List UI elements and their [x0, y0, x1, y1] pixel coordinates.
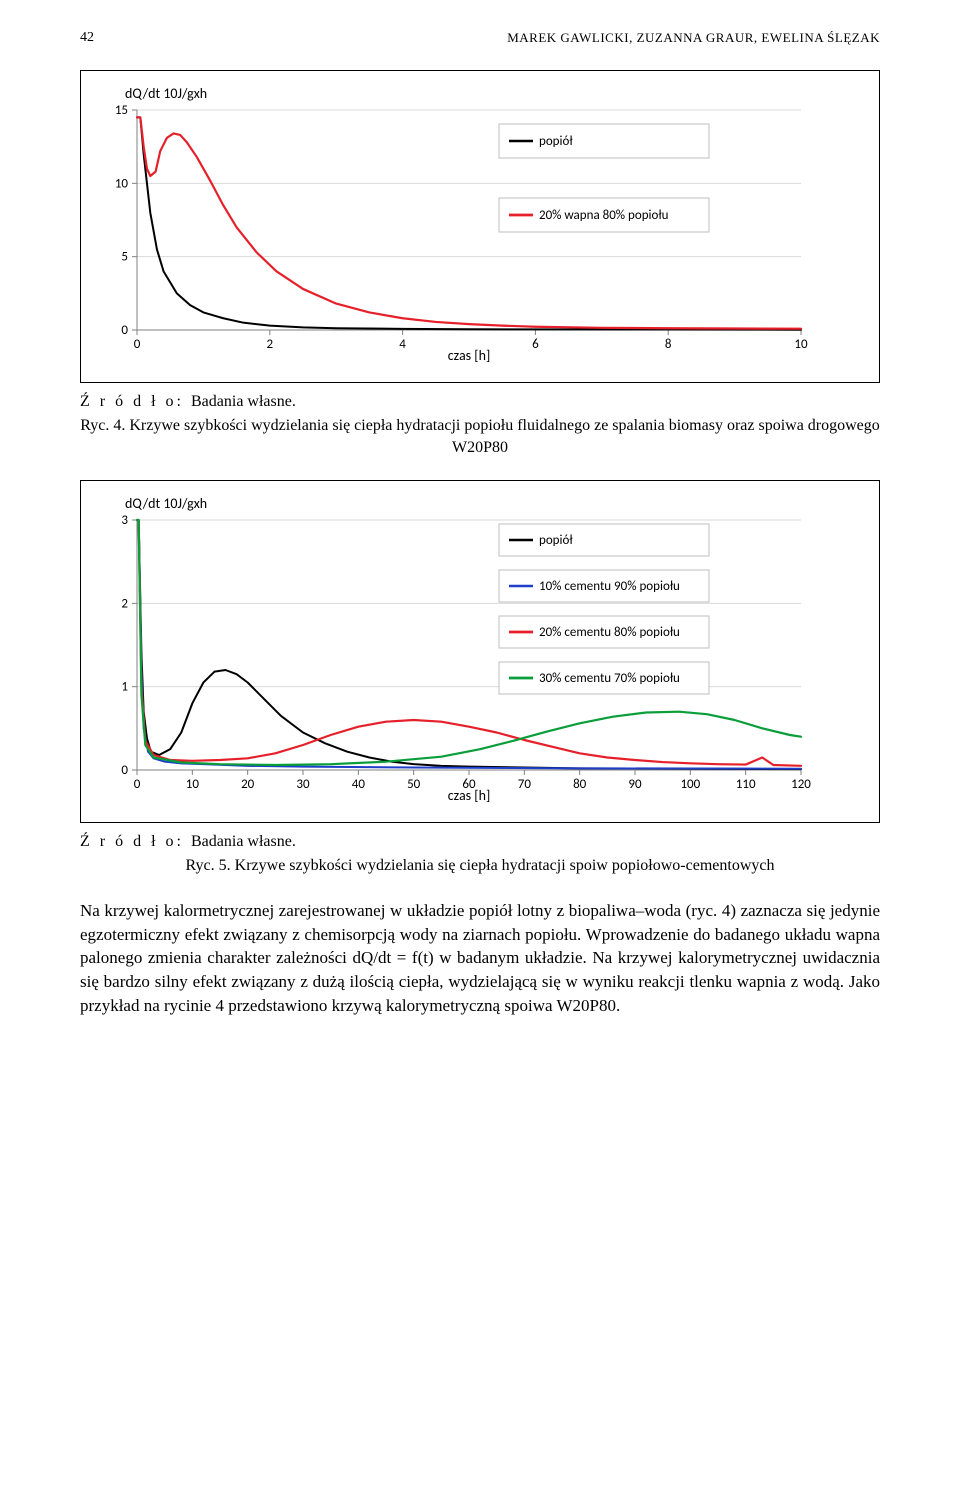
- svg-text:3: 3: [121, 514, 128, 528]
- chart1-y-label: dQ/dt 10J/gxh: [125, 85, 861, 102]
- svg-text:20% cementu 80% popiołu: 20% cementu 80% popiołu: [539, 625, 680, 640]
- chart2-caption: Ryc. 5. Krzywe szybkości wydzielania się…: [80, 855, 880, 877]
- svg-text:0: 0: [134, 777, 141, 792]
- authors: MAREK GAWLICKI, ZUZANNA GRAUR, EWELINA Ś…: [507, 30, 880, 46]
- page-header: 42 MAREK GAWLICKI, ZUZANNA GRAUR, EWELIN…: [80, 30, 880, 46]
- svg-text:50: 50: [407, 777, 421, 792]
- svg-text:10: 10: [794, 337, 808, 352]
- svg-text:90: 90: [628, 777, 642, 792]
- svg-text:2: 2: [267, 337, 274, 352]
- chart2-svg: 01020304050607080901001101200123czas [h]…: [99, 514, 819, 804]
- svg-text:20: 20: [241, 777, 255, 792]
- svg-text:0: 0: [121, 323, 128, 338]
- svg-text:czas [h]: czas [h]: [448, 347, 491, 364]
- svg-text:80: 80: [573, 777, 587, 792]
- caption2-text: Krzywe szybkości wydzielania się ciepła …: [235, 857, 775, 874]
- svg-text:0: 0: [134, 337, 141, 352]
- svg-text:10: 10: [186, 777, 200, 792]
- svg-text:110: 110: [736, 777, 756, 792]
- chart1-source: Ź r ó d ł o: Badania własne.: [80, 393, 880, 411]
- caption1-prefix: Ryc. 4.: [80, 417, 125, 434]
- svg-text:8: 8: [665, 337, 672, 352]
- svg-text:40: 40: [352, 777, 366, 792]
- chart1-svg: 0 2 4 6 8 10 0 5 10 15 czas [h] popiół 20% wapna 80%…: [99, 104, 819, 364]
- svg-text:1: 1: [121, 680, 128, 695]
- chart1-container: dQ/dt 10J/gxh 0 2 4 6 8 10 0 5 10 15 czas [h] popió…: [80, 70, 880, 383]
- svg-text:popiół: popiół: [539, 533, 573, 548]
- page-number: 42: [80, 30, 94, 46]
- svg-text:0: 0: [121, 763, 128, 778]
- svg-text:6: 6: [532, 337, 539, 352]
- svg-text:30: 30: [296, 777, 310, 792]
- chart1-caption: Ryc. 4. Krzywe szybkości wydzielania się…: [80, 415, 880, 458]
- svg-text:10% cementu 90% popiołu: 10% cementu 90% popiołu: [539, 579, 680, 594]
- svg-text:czas [h]: czas [h]: [448, 787, 491, 804]
- svg-text:2: 2: [121, 597, 128, 612]
- svg-text:70: 70: [518, 777, 532, 792]
- svg-text:15: 15: [115, 104, 128, 118]
- caption2-prefix: Ryc. 5.: [186, 857, 231, 874]
- svg-text:30% cementu 70% popiołu: 30% cementu 70% popiołu: [539, 671, 680, 686]
- svg-text:popiół: popiół: [539, 134, 573, 149]
- chart2-source: Ź r ó d ł o: Badania własne.: [80, 833, 880, 851]
- svg-text:100: 100: [680, 777, 700, 792]
- svg-text:10: 10: [115, 176, 129, 191]
- svg-text:4: 4: [399, 337, 406, 352]
- svg-text:5: 5: [121, 250, 128, 265]
- body-paragraph: Na krzywej kalormetrycznej zarejestrowan…: [80, 899, 880, 1018]
- chart2-container: dQ/dt 10J/gxh 01020304050607080901001101…: [80, 480, 880, 823]
- caption1-text: Krzywe szybkości wydzielania się ciepła …: [129, 417, 879, 456]
- svg-text:120: 120: [791, 777, 811, 792]
- chart2-y-label: dQ/dt 10J/gxh: [125, 495, 861, 512]
- svg-text:20% wapna 80% popiołu: 20% wapna 80% popiołu: [539, 208, 668, 223]
